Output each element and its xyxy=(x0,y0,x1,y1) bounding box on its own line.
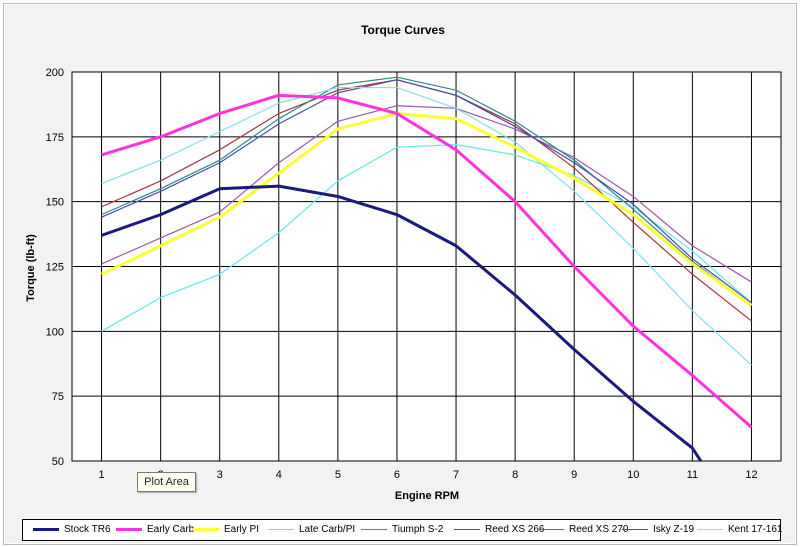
legend-item[interactable]: Early PI xyxy=(193,520,259,540)
x-tick-label: 6 xyxy=(394,469,400,481)
y-tick-label: 175 xyxy=(46,132,64,144)
series-line-early-pi[interactable] xyxy=(100,111,753,307)
x-tick-label: 11 xyxy=(687,469,698,481)
legend-label: Kent 17-161 xyxy=(728,524,783,535)
y-tick-label: 75 xyxy=(52,391,64,403)
legend-item[interactable]: Isky Z-19 xyxy=(622,520,694,540)
legend-label: Early Carb xyxy=(147,524,195,535)
legend-label: Tiumph S-2 xyxy=(392,524,444,535)
plot-area-tooltip: Plot Area xyxy=(137,472,196,492)
legend-label: Late Carb/PI xyxy=(299,524,356,535)
chart-title: Torque Curves xyxy=(361,23,445,37)
x-tick-label: 4 xyxy=(276,469,282,481)
legend-swatch xyxy=(538,528,564,530)
y-tick-label: 150 xyxy=(46,197,64,209)
x-tick-label: 12 xyxy=(745,469,757,481)
y-tick-label: 100 xyxy=(46,326,64,338)
legend-item[interactable]: Reed XS 266 xyxy=(454,520,545,540)
x-tick-label: 3 xyxy=(217,469,223,481)
legend-item[interactable]: Reed XS 270 xyxy=(538,520,629,540)
legend-swatch xyxy=(33,527,59,531)
y-tick-label: 50 xyxy=(52,456,64,468)
legend-swatch xyxy=(697,528,723,530)
series-line-late-carb-pi[interactable] xyxy=(101,144,752,332)
x-tick-label: 8 xyxy=(512,469,518,481)
legend-label: Early PI xyxy=(224,524,260,535)
legend-label: Reed XS 266 xyxy=(485,524,545,535)
series-line-kent-17-161[interactable] xyxy=(101,86,752,366)
series-line-reed-xs-270[interactable] xyxy=(101,76,752,306)
chart-legend[interactable]: Stock TR6 Early Carb Early PI Late Carb/PI T… xyxy=(22,519,783,541)
x-axis-label: Engine RPM xyxy=(395,490,459,502)
legend-label: Stock TR6 xyxy=(64,524,111,535)
x-tick-label: 9 xyxy=(571,469,577,481)
legend-swatch xyxy=(193,527,219,531)
y-tick-label: 200 xyxy=(46,67,64,79)
series-line-early-carb[interactable] xyxy=(101,93,753,429)
legend-item[interactable]: Tiumph S-2 xyxy=(361,520,443,540)
x-tick-label: 10 xyxy=(627,469,639,481)
legend-swatch xyxy=(361,528,387,530)
legend-swatch xyxy=(268,528,294,530)
legend-label: Isky Z-19 xyxy=(653,524,695,535)
legend-item[interactable]: Early Carb xyxy=(116,520,194,540)
x-tick-label: 1 xyxy=(98,469,104,481)
legend-swatch xyxy=(454,528,480,530)
legend-item[interactable]: Late Carb/PI xyxy=(268,520,355,540)
legend-label: Reed XS 270 xyxy=(569,524,629,535)
y-axis-label: Torque (lb-ft) xyxy=(25,234,37,302)
legend-item[interactable]: Stock TR6 xyxy=(33,520,111,540)
series-line-tiumph-s-2[interactable] xyxy=(101,105,752,283)
legend-swatch xyxy=(116,527,142,531)
legend-swatch xyxy=(622,528,648,530)
x-tick-labels: 123456789101112 xyxy=(98,469,757,481)
x-tick-label: 5 xyxy=(335,469,341,481)
y-tick-label: 125 xyxy=(46,262,64,274)
y-tick-labels: 50 75 100 125 150 175 200 xyxy=(46,67,64,468)
x-tick-label: 7 xyxy=(453,469,459,481)
series-line-isky-z-19[interactable] xyxy=(101,79,752,304)
series-line-stock-tr6[interactable] xyxy=(101,184,705,466)
legend-item[interactable]: Kent 17-161 xyxy=(697,520,783,540)
grid-lines xyxy=(72,71,781,462)
series-lines xyxy=(100,76,753,466)
